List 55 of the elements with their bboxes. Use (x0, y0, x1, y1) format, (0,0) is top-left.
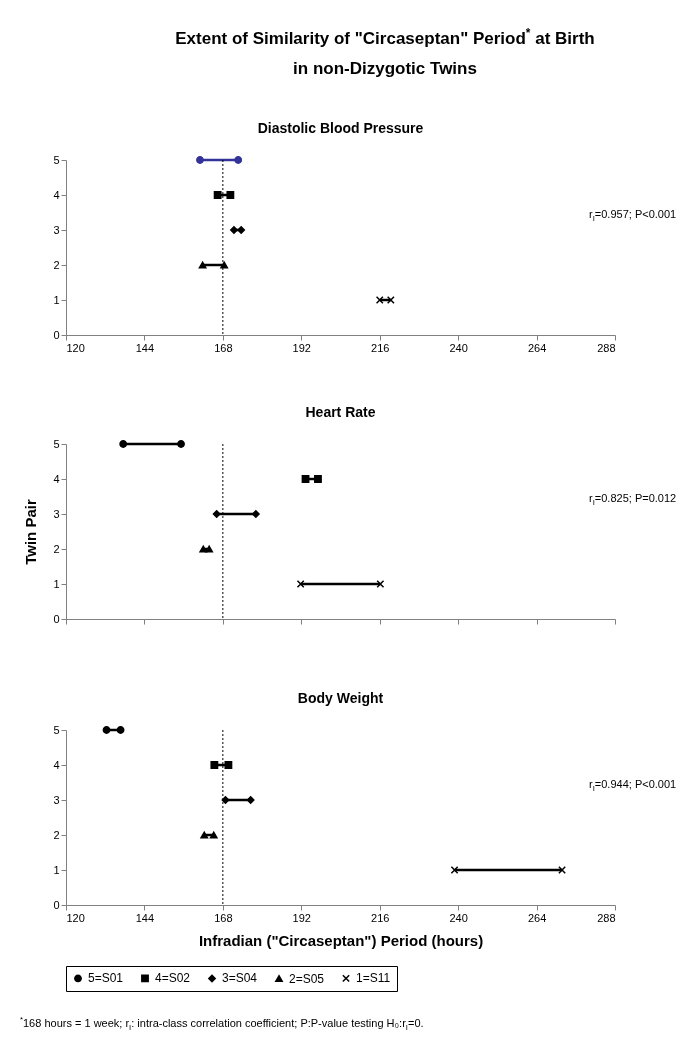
y-tick-label: 5 (53, 437, 60, 450)
annotation: r$_{I}$=0.944; P<0.001 (589, 778, 677, 794)
y-tick-label: 0 (53, 612, 60, 625)
x-tick-label: 264 (527, 341, 547, 354)
x-tick-label: 288 (597, 341, 616, 354)
y-tick-label: 4 (53, 472, 60, 485)
x-tick-label: 240 (449, 341, 468, 354)
y-tick-label: 5 (53, 723, 60, 736)
point (301, 475, 310, 483)
y-tick-label: 1 (53, 293, 60, 306)
y-tick-label: 3 (53, 793, 60, 806)
y-tick-label: 2 (53, 828, 60, 841)
y-tick-label: 1 (53, 863, 60, 876)
legend-label: 1=S11 (356, 971, 391, 986)
y-tick-label: 2 (53, 542, 60, 555)
legend-label: 5=S01 (88, 971, 124, 986)
x-tick-label: 120 (66, 341, 85, 354)
x-tick-label: 168 (214, 911, 233, 924)
point (251, 510, 260, 518)
legend-label: 2=S05 (289, 971, 325, 986)
y-tick-label: 2 (53, 258, 60, 271)
point (314, 475, 322, 483)
point (212, 510, 221, 518)
annotation: r$_{I}$=0.957; P<0.001 (589, 208, 677, 224)
y-tick-label: 4 (53, 758, 60, 771)
chart-title: Heart Rate (305, 403, 376, 420)
y-tick-label: 5 (53, 153, 60, 166)
x-axis-title: Infradian ("Circaseptan") Period (hours) (198, 931, 484, 949)
x-tick-label: 240 (449, 911, 468, 924)
x-tick-label: 288 (597, 911, 616, 924)
y-tick-label: 3 (53, 507, 60, 520)
chart-title: Extent of Similarity of "Circaseptan" Period$^{*}$ at Birth in non-Dizygotic Twins (175, 26, 595, 78)
point (177, 440, 185, 448)
x-tick-label: 192 (292, 341, 311, 354)
chart-subtitle: Diastolic Blood Pressure (257, 119, 424, 136)
y-tick-label: 1 (53, 577, 60, 590)
x-tick-label: 216 (371, 911, 390, 924)
x-tick-label: 144 (135, 341, 155, 354)
legend-label: 3=S04 (222, 971, 258, 986)
chart-title: Body Weight (297, 689, 384, 706)
legend-label: 4=S02 (155, 971, 191, 986)
x-tick-label: 216 (371, 341, 390, 354)
y-tick-label: 3 (53, 223, 60, 236)
text: $^{*}$168 hours = 1 week; r$_{I}$: intra-class correlation coefficient; P:P-value testing H₀:r$_{I}$=0. (20, 1015, 424, 1032)
x-tick-label: 192 (292, 911, 311, 924)
y-tick-label: 0 (53, 898, 60, 911)
x-tick-label: 120 (66, 911, 85, 924)
y-tick-label: 0 (53, 328, 60, 341)
x-tick-label: 144 (135, 911, 155, 924)
y-axis-title: Twin Pair (22, 499, 40, 565)
x-tick-label: 264 (527, 911, 547, 924)
y-tick-label: 4 (53, 188, 60, 201)
annotation: r$_{I}$=0.825; P=0.012 (589, 492, 677, 508)
x-tick-label: 168 (214, 341, 233, 354)
point (119, 440, 128, 448)
